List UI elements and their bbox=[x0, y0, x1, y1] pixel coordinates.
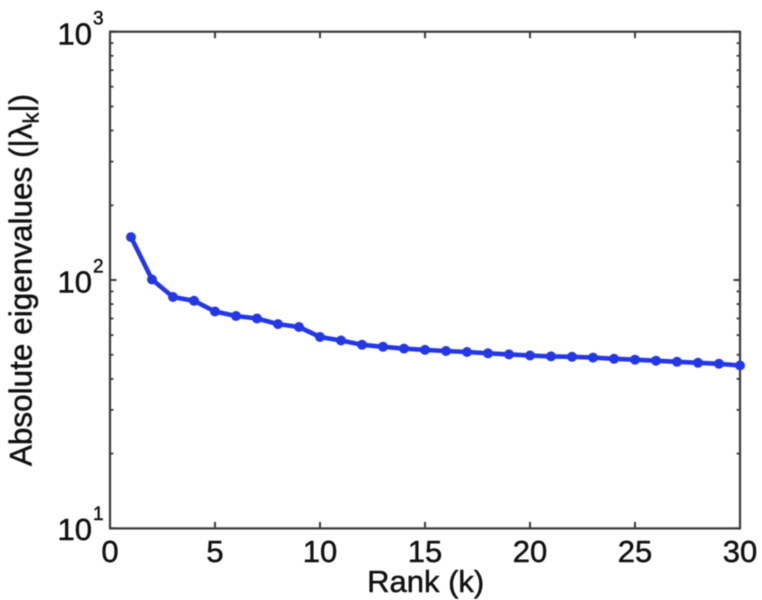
svg-text:2: 2 bbox=[93, 257, 104, 278]
svg-text:10: 10 bbox=[58, 265, 92, 300]
svg-text:1: 1 bbox=[93, 504, 104, 525]
svg-text:20: 20 bbox=[513, 534, 547, 569]
svg-text:5: 5 bbox=[206, 534, 223, 569]
svg-text:0: 0 bbox=[101, 534, 118, 569]
svg-text:Rank (k): Rank (k) bbox=[367, 564, 484, 599]
svg-text:3: 3 bbox=[93, 8, 104, 29]
svg-text:10: 10 bbox=[58, 512, 92, 547]
svg-text:Absolute eigenvalues (|λk|): Absolute eigenvalues (|λk|) bbox=[3, 94, 44, 466]
svg-text:25: 25 bbox=[618, 534, 652, 569]
svg-text:10: 10 bbox=[58, 16, 92, 51]
svg-text:15: 15 bbox=[408, 534, 442, 569]
svg-text:10: 10 bbox=[303, 534, 337, 569]
svg-text:30: 30 bbox=[723, 534, 757, 569]
